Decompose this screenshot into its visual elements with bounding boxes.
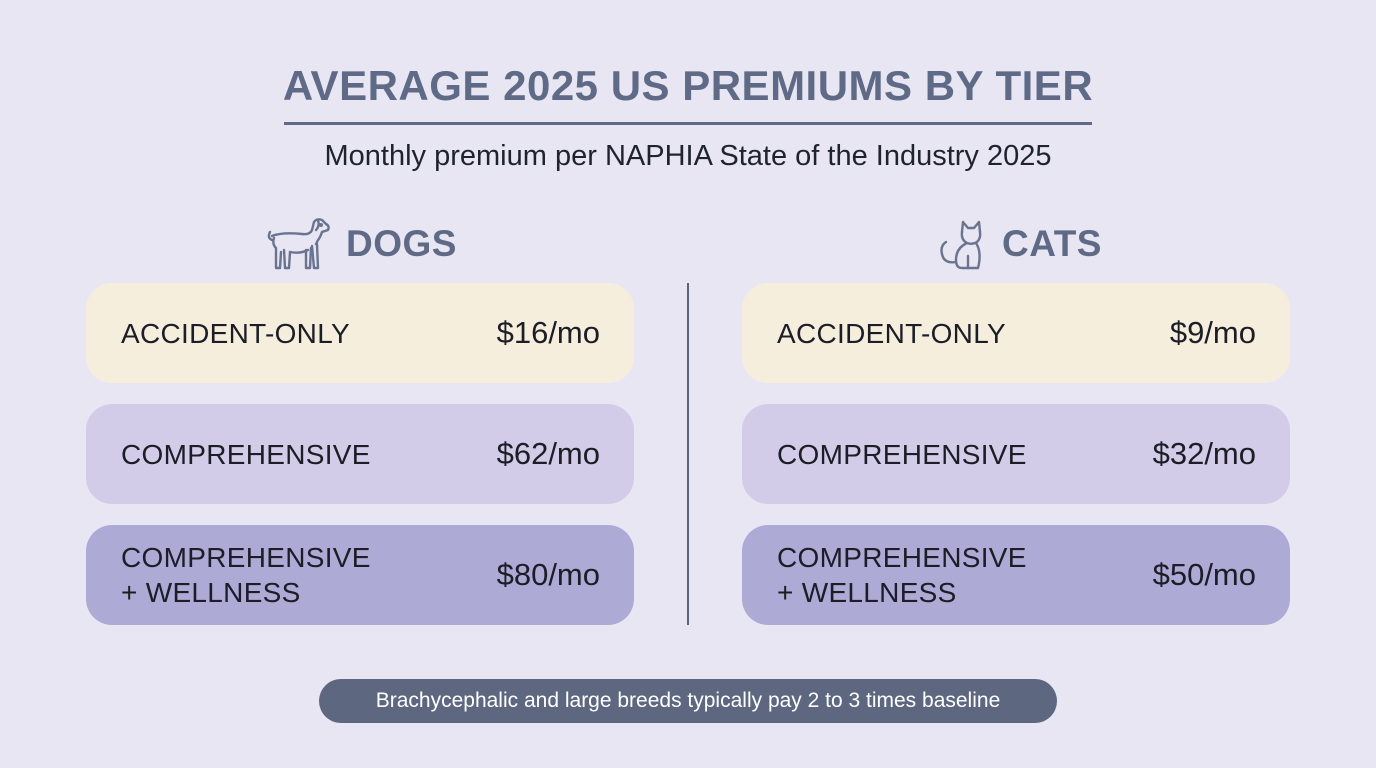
cats-tier-comprehensive-wellness: COMPREHENSIVE + WELLNESS $50/mo (742, 525, 1290, 625)
cat-icon (932, 216, 988, 272)
cats-tier-accident-only: ACCIDENT-ONLY $9/mo (742, 283, 1290, 383)
dog-icon (264, 216, 332, 272)
tier-name: COMPREHENSIVE (121, 438, 371, 470)
cats-header: CATS (932, 214, 1102, 274)
tier-price: $9/mo (1169, 315, 1256, 350)
tier-price: $32/mo (1152, 436, 1256, 471)
tier-name: COMPREHENSIVE (777, 438, 1027, 470)
tier-name-line1: COMPREHENSIVE (777, 542, 1027, 573)
dogs-tier-comprehensive-wellness: COMPREHENSIVE + WELLNESS $80/mo (86, 525, 634, 625)
tier-name-line2: + WELLNESS (777, 577, 957, 608)
tier-name-line1: COMPREHENSIVE (121, 542, 371, 573)
tier-name-line2: + WELLNESS (121, 577, 301, 608)
tier-price: $62/mo (496, 436, 600, 471)
dogs-tier-accident-only: ACCIDENT-ONLY $16/mo (86, 283, 634, 383)
tier-name: COMPREHENSIVE + WELLNESS (777, 540, 1027, 610)
cats-tier-comprehensive: COMPREHENSIVE $32/mo (742, 404, 1290, 504)
tier-price: $16/mo (496, 315, 600, 350)
page-title: AVERAGE 2025 US PREMIUMS BY TIER (282, 62, 1094, 109)
dogs-heading: DOGS (346, 223, 457, 264)
tier-name: COMPREHENSIVE + WELLNESS (121, 540, 371, 610)
cats-heading: CATS (1002, 223, 1102, 264)
title-underline (284, 122, 1092, 125)
tier-name: ACCIDENT-ONLY (121, 317, 350, 349)
column-divider (687, 283, 689, 625)
dogs-tier-comprehensive: COMPREHENSIVE $62/mo (86, 404, 634, 504)
dogs-header: DOGS (264, 214, 457, 274)
tier-name: ACCIDENT-ONLY (777, 317, 1006, 349)
tier-price: $50/mo (1152, 557, 1256, 592)
tier-price: $80/mo (496, 557, 600, 592)
footnote-badge: Brachycephalic and large breeds typicall… (319, 679, 1057, 723)
subtitle: Monthly premium per NAPHIA State of the … (324, 140, 1052, 172)
